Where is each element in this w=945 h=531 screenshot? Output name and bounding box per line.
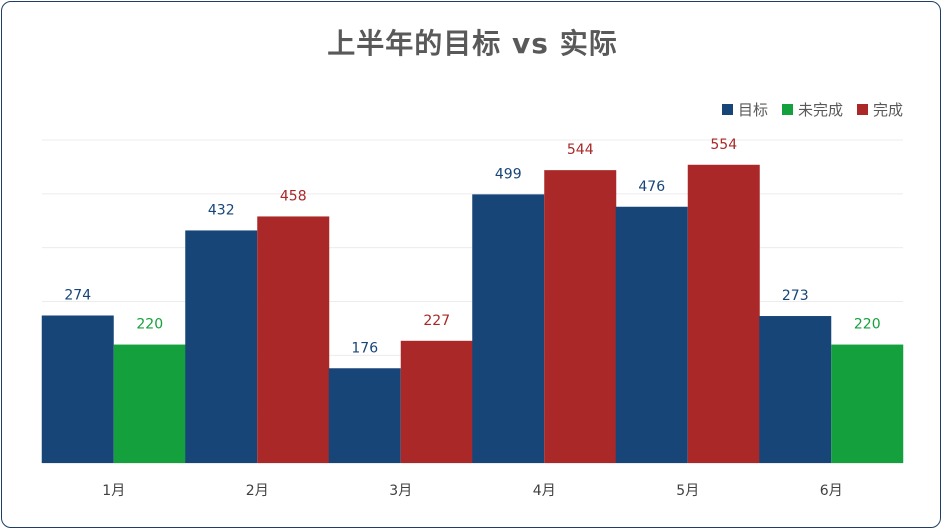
legend-item-complete: 完成 [856, 99, 903, 120]
data-label-complete: 544 [567, 142, 594, 158]
data-label-complete: 554 [710, 137, 737, 153]
bar-complete [687, 164, 760, 463]
data-label-target: 476 [638, 179, 665, 195]
bar-complete [257, 216, 330, 463]
legend-swatch-complete [856, 104, 868, 115]
data-label-target: 273 [782, 288, 809, 304]
bar-target [472, 194, 545, 463]
data-label-incomplete: 220 [854, 317, 881, 333]
legend-swatch-incomplete [781, 104, 793, 115]
bar-target [615, 206, 688, 463]
bar-target [759, 316, 832, 463]
x-tick-label: 2月 [246, 483, 269, 499]
x-tick-label: 3月 [389, 483, 412, 499]
x-tick-label: 5月 [676, 483, 699, 499]
x-tick-label: 6月 [820, 483, 843, 499]
data-label-incomplete: 220 [136, 317, 163, 333]
legend-item-incomplete: 未完成 [781, 99, 843, 120]
chart-title: 上半年的目标 vs 实际 [327, 27, 618, 60]
x-tick-label: 4月 [533, 483, 556, 499]
data-label-target: 176 [351, 340, 378, 356]
bar-incomplete [113, 344, 186, 463]
legend-swatch-target [721, 104, 733, 115]
data-label-complete: 227 [423, 313, 450, 329]
legend-label-incomplete: 未完成 [797, 101, 843, 119]
data-label-complete: 458 [280, 188, 307, 204]
data-label-target: 499 [495, 166, 522, 182]
data-label-target: 274 [64, 287, 91, 303]
bar-target [185, 230, 258, 463]
bar-target [328, 368, 401, 463]
legend-label-complete: 完成 [872, 101, 903, 119]
legend-item-target: 目标 [721, 99, 768, 120]
x-tick-label: 1月 [102, 483, 125, 499]
chart-legend: 目标 未完成 完成 [721, 99, 903, 120]
data-label-target: 432 [208, 202, 235, 218]
bar-incomplete [831, 344, 904, 463]
bar-target [41, 315, 114, 463]
bar-complete [544, 170, 617, 463]
bar-complete [400, 340, 473, 463]
legend-label-target: 目标 [737, 101, 768, 119]
